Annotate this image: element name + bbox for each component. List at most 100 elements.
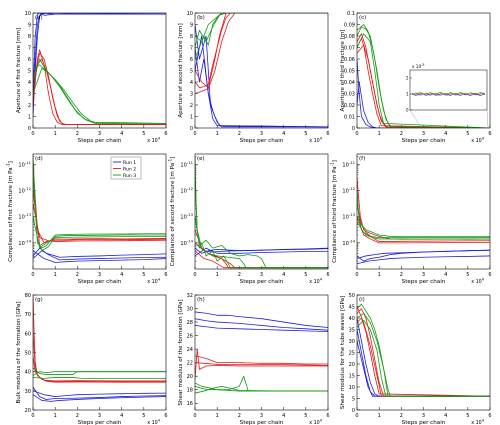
- inset-connector: [486, 109, 489, 128]
- plot-frame: [32, 12, 167, 129]
- x-tick-label: 1: [54, 131, 57, 137]
- series-line-run-1: [195, 325, 328, 332]
- x-axis-label: Steps per chain: [240, 138, 284, 144]
- series-group: [195, 156, 328, 269]
- x-multiplier: x 104: [471, 278, 484, 286]
- series-line-run-3: [195, 177, 328, 269]
- x-tick-label: 0: [355, 131, 358, 137]
- y-tick-label: 70: [25, 312, 31, 318]
- y-tick-label: 40: [349, 316, 355, 322]
- y-tick-label: 6: [28, 57, 31, 63]
- series-group: [195, 311, 328, 394]
- inset-frame: [409, 69, 488, 111]
- x-tick-label: 4: [282, 131, 285, 137]
- x-tick-label: 4: [120, 131, 123, 137]
- y-tick-label: 16: [187, 401, 193, 407]
- series-line-run-1: [33, 250, 166, 263]
- y-tick-label: 4: [28, 80, 31, 86]
- plot-frame: [194, 12, 329, 129]
- x-tick-label: 1: [54, 272, 57, 278]
- panel-h: 16 18 20 22 24 26 28 30 32 0 1 2 3 4 5 6 (h) Shear modulu…: [178, 293, 330, 425]
- x-tick-label: 2: [76, 413, 79, 419]
- series-line-run-3: [195, 216, 328, 269]
- y-axis-label: Aperture of second fracture [mm]: [178, 23, 184, 117]
- series-line-run-3: [33, 67, 166, 124]
- plot-frame: [194, 153, 329, 270]
- panel-b: 0 1 2 3 4 5 6 7 8 9 10 0 1 2 3 4 5 6 (b) Aperture of second…: [178, 11, 330, 144]
- y-tick-label: 5: [28, 69, 31, 75]
- y-axis-label: Shear modulus of the formation [GPa]: [178, 299, 184, 405]
- y-tick-label: 4: [190, 80, 193, 86]
- x-tick-label: 3: [422, 131, 425, 137]
- y-tick-label: 10-12: [342, 186, 355, 195]
- x-tick-label: 1: [378, 413, 381, 419]
- y-tick-label: 0: [352, 126, 355, 132]
- x-tick-label: 5: [304, 413, 307, 419]
- x-tick-label: 2: [400, 272, 403, 278]
- x-axis-label: Steps per chain: [240, 420, 284, 425]
- series-line-run-2: [357, 317, 490, 397]
- x-tick-label: 0: [31, 413, 34, 419]
- panel-label: (h): [197, 297, 205, 303]
- x-multiplier: x 104: [309, 278, 322, 286]
- y-tick-label: 3: [28, 92, 31, 98]
- x-tick-label: 0: [355, 272, 358, 278]
- y-tick-label: 0.1: [347, 11, 355, 17]
- series-line-run-2: [33, 333, 166, 382]
- x-tick-label: 3: [98, 272, 101, 278]
- series-group: [357, 303, 490, 397]
- x-tick-label: 0: [31, 131, 34, 137]
- series-line-run-3: [357, 190, 490, 237]
- series-line-run-2: [195, 13, 328, 89]
- series-line-run-1: [195, 318, 328, 331]
- x-tick-label: 5: [304, 131, 307, 137]
- x-tick-label: 0: [193, 413, 196, 419]
- x-tick-label: 4: [120, 413, 123, 419]
- panel-d: 10-11 10-12 10-13 10-14 0 1 2 3 4 5 6 (d) Compliance…: [6, 153, 168, 286]
- legend-entry: Run 1: [123, 160, 136, 166]
- x-tick-label: 5: [142, 272, 145, 278]
- x-tick-label: 4: [444, 413, 447, 419]
- y-tick-label: 8: [190, 34, 193, 40]
- y-tick-label: 10: [349, 385, 355, 391]
- plot-frame: [356, 12, 491, 129]
- panel-label: (e): [197, 156, 205, 162]
- y-tick-label: 10-13: [180, 212, 193, 221]
- y-tick-label: 1: [28, 115, 31, 121]
- series-line-run-1: [357, 255, 490, 265]
- x-tick-label: 4: [120, 272, 123, 278]
- x-tick-label: 6: [488, 272, 491, 278]
- x-tick-label: 6: [488, 413, 491, 419]
- inset-y-tick-label: 2: [406, 76, 409, 81]
- panel-label: (b): [197, 15, 205, 21]
- series-line-run-2: [33, 49, 166, 125]
- panel-label: (i): [359, 297, 365, 303]
- legend-box: [110, 156, 142, 180]
- y-tick-label: 24: [187, 347, 193, 353]
- inset: 0 1 2 x 10-5: [406, 63, 489, 128]
- y-tick-label: 20: [187, 374, 193, 380]
- x-tick-label: 5: [466, 272, 469, 278]
- series-line-run-2: [33, 52, 166, 125]
- x-tick-label: 3: [260, 413, 263, 419]
- series-line-run-2: [33, 356, 166, 383]
- y-tick-label: 30: [187, 307, 193, 313]
- y-axis-label: Bulk modulus of the formation [GPa]: [16, 301, 22, 403]
- series-group: [357, 177, 490, 265]
- x-tick-label: 5: [142, 413, 145, 419]
- series-line-run-2: [195, 362, 328, 366]
- x-tick-label: 3: [422, 272, 425, 278]
- series-line-run-1: [195, 24, 328, 128]
- x-multiplier: x 104: [147, 278, 160, 286]
- y-tick-label: 10: [187, 11, 193, 17]
- x-tick-label: 4: [282, 272, 285, 278]
- y-tick-label: 1: [190, 115, 193, 121]
- x-axis-label: Steps per chain: [402, 279, 446, 285]
- series-line-run-3: [195, 13, 328, 43]
- y-tick-label: 45: [349, 305, 355, 311]
- x-tick-label: 2: [76, 131, 79, 137]
- series-line-run-2: [33, 190, 166, 246]
- y-tick-label: 80: [25, 293, 31, 299]
- y-tick-label: 6: [190, 57, 193, 63]
- series-line-run-2: [33, 164, 166, 244]
